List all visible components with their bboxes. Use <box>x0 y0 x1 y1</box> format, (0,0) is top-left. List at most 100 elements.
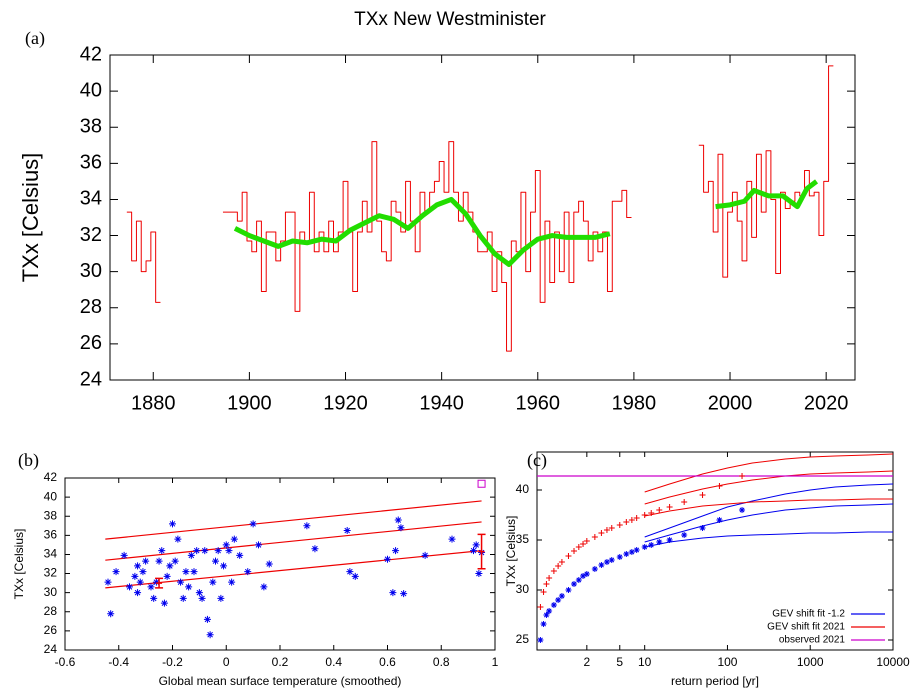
x-tick-label: 0.8 <box>433 655 450 669</box>
point <box>158 547 166 555</box>
point <box>580 541 587 547</box>
point <box>112 568 120 576</box>
y-tick-label: 24 <box>80 368 102 390</box>
point <box>656 539 663 545</box>
point <box>656 507 663 513</box>
point <box>120 551 128 559</box>
y-tick-label: 26 <box>44 623 58 637</box>
point <box>603 559 610 565</box>
point <box>546 575 553 581</box>
line <box>105 500 482 540</box>
point <box>163 572 171 580</box>
point <box>421 551 429 559</box>
line <box>105 550 482 589</box>
point <box>546 608 553 614</box>
point <box>187 551 195 559</box>
fit-upper <box>644 483 894 538</box>
x-tick-label: 1880 <box>131 392 176 414</box>
point <box>648 542 655 548</box>
point <box>169 520 176 528</box>
point <box>591 566 598 572</box>
point <box>537 637 544 643</box>
y-tick-label: 30 <box>516 582 530 596</box>
fit-upper <box>644 453 894 493</box>
fit-lower <box>644 531 893 548</box>
point <box>303 522 311 530</box>
point <box>739 507 746 513</box>
point <box>739 473 746 479</box>
point <box>555 563 562 569</box>
point <box>583 571 590 577</box>
legend-label: GEV shift fit -1.2 <box>772 609 845 620</box>
step-line <box>126 65 834 352</box>
point <box>448 535 456 543</box>
plot-frame <box>109 54 856 381</box>
point <box>641 512 648 518</box>
point <box>558 559 565 565</box>
y-tick-label: 42 <box>80 43 102 65</box>
y-tick-label: 36 <box>80 152 102 174</box>
point <box>666 504 673 510</box>
point <box>203 615 211 623</box>
y-tick-label: 40 <box>516 482 530 496</box>
point <box>681 499 688 505</box>
point <box>565 553 572 559</box>
point <box>174 535 182 543</box>
point <box>384 555 391 563</box>
chart-title: TXx New Westminister <box>354 9 546 30</box>
x-tick-label: 1920 <box>323 392 368 414</box>
y-axis-label: TXx [Celsius] <box>12 529 26 600</box>
x-tick-label: 0 <box>223 655 230 669</box>
point <box>550 568 557 574</box>
point <box>543 581 550 587</box>
point <box>346 568 354 576</box>
point <box>543 612 550 618</box>
point <box>220 562 228 570</box>
point <box>575 577 582 583</box>
error-bar <box>477 533 486 570</box>
y-axis-label: TXx [Celsius] <box>18 153 43 283</box>
error-bar <box>155 577 164 589</box>
point <box>623 551 630 557</box>
point <box>470 547 477 555</box>
y-axis-label: TXx [Celsius] <box>504 516 518 587</box>
point <box>139 568 147 576</box>
x-tick-label: 1960 <box>516 392 561 414</box>
y-tick-label: 30 <box>44 585 58 599</box>
y-tick-label: 38 <box>80 116 102 138</box>
point <box>537 604 544 610</box>
point <box>209 578 217 586</box>
y-tick-label: 35 <box>516 532 530 546</box>
point <box>565 587 572 593</box>
point <box>389 589 397 597</box>
point <box>628 517 635 523</box>
point <box>260 583 268 591</box>
point <box>160 599 168 607</box>
x-tick-label: 2000 <box>708 392 753 414</box>
point <box>633 547 640 553</box>
point <box>681 532 688 538</box>
point <box>603 527 610 533</box>
point <box>571 548 578 554</box>
x-tick-label: 0.2 <box>272 655 289 669</box>
point <box>217 594 225 602</box>
plot-frame <box>536 451 894 651</box>
point <box>222 541 230 549</box>
panel-label: (c) <box>527 450 547 471</box>
point <box>244 568 252 576</box>
y-tick-label: 28 <box>80 296 102 318</box>
point <box>397 524 405 532</box>
point <box>193 547 201 555</box>
point <box>575 544 582 550</box>
fit-line <box>644 470 894 505</box>
point <box>126 583 133 591</box>
point <box>225 547 233 555</box>
point <box>155 557 163 565</box>
fit-lower <box>644 498 893 517</box>
x-axis-label: Global mean surface temperature (smoothe… <box>159 674 402 688</box>
point <box>394 516 402 524</box>
point <box>206 631 214 639</box>
point <box>249 520 257 528</box>
y-tick-label: 24 <box>44 642 58 656</box>
